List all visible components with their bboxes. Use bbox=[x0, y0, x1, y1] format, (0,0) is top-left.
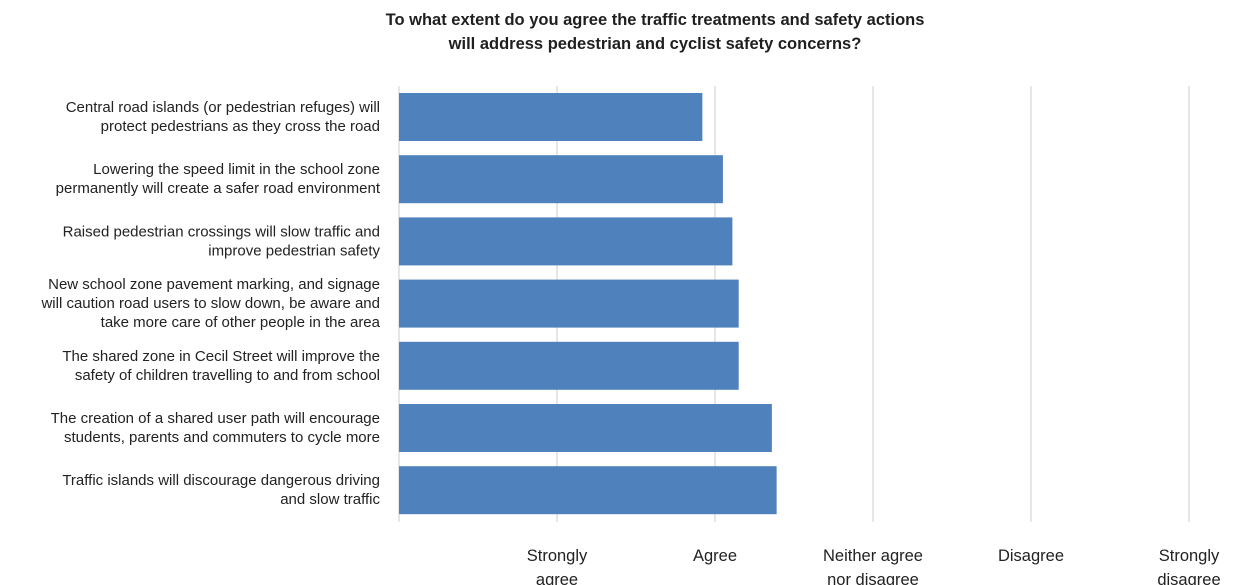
x-tick-label-line: Disagree bbox=[998, 547, 1064, 565]
category-label-line: Lowering the speed limit in the school z… bbox=[93, 161, 380, 178]
category-label-3: Raised pedestrian crossings will slow tr… bbox=[63, 223, 381, 259]
category-label-line: The shared zone in Cecil Street will imp… bbox=[62, 348, 380, 365]
category-label-6: The creation of a shared user path will … bbox=[51, 410, 380, 446]
category-label-line: students, parents and commuters to cycle… bbox=[64, 429, 380, 446]
bar-2 bbox=[399, 155, 723, 204]
category-label-line: New school zone pavement marking, and si… bbox=[48, 276, 380, 293]
x-tick-label-line: disagree bbox=[1157, 571, 1220, 585]
x-tick-label-line: Agree bbox=[693, 547, 737, 565]
category-label-line: improve pedestrian safety bbox=[208, 242, 380, 259]
category-label-5: The shared zone in Cecil Street will imp… bbox=[62, 348, 380, 384]
x-tick-label-3: Neither agree nor disagree bbox=[823, 547, 923, 585]
category-label-4: New school zone pavement marking, and si… bbox=[40, 276, 380, 331]
category-label-7: Traffic islands will discourage dangerou… bbox=[62, 472, 380, 508]
x-tick-label-line: Strongly bbox=[527, 547, 588, 565]
category-labels: Central road islands (or pedestrian refu… bbox=[40, 99, 380, 508]
x-tick-label-line: nor disagree bbox=[827, 571, 919, 585]
bar-6 bbox=[399, 404, 772, 452]
x-tick-labels: Strongly agree Agree Neither agree nor disag… bbox=[527, 547, 1221, 585]
bar-4 bbox=[399, 279, 739, 328]
bar-3 bbox=[399, 217, 733, 266]
x-tick-label-5: Strongly disagree bbox=[1157, 547, 1220, 585]
category-label-line: The creation of a shared user path will … bbox=[51, 410, 380, 427]
category-label-2: Lowering the speed limit in the school z… bbox=[56, 161, 381, 197]
x-tick-label-line: Neither agree bbox=[823, 547, 923, 565]
category-label-1: Central road islands (or pedestrian refu… bbox=[66, 99, 380, 135]
category-label-line: and slow traffic bbox=[280, 491, 380, 508]
chart-title: To what extent do you agree the traffic … bbox=[0, 8, 1240, 56]
x-tick-label-2: Agree bbox=[693, 547, 737, 565]
bar-7 bbox=[399, 466, 777, 515]
category-label-line: will caution road users to slow down, be… bbox=[40, 295, 380, 312]
bars bbox=[399, 93, 777, 515]
x-tick-label-line: agree bbox=[536, 571, 578, 585]
x-tick-label-4: Disagree bbox=[998, 547, 1064, 565]
bar-5 bbox=[399, 341, 739, 390]
category-label-line: permanently will create a safer road env… bbox=[56, 180, 381, 197]
chart-title-line-1: To what extent do you agree the traffic … bbox=[385, 11, 925, 29]
x-tick-label-line: Strongly bbox=[1159, 547, 1220, 565]
chart-title-line-2: will address pedestrian and cyclist safe… bbox=[448, 35, 862, 53]
x-tick-label-1: Strongly agree bbox=[527, 547, 588, 585]
category-label-line: Traffic islands will discourage dangerou… bbox=[62, 472, 380, 489]
category-label-line: Central road islands (or pedestrian refu… bbox=[66, 99, 380, 116]
category-label-line: protect pedestrians as they cross the ro… bbox=[101, 118, 380, 135]
category-label-line: safety of children travelling to and fro… bbox=[75, 367, 380, 384]
category-label-line: take more care of other people in the ar… bbox=[101, 314, 381, 331]
bar-1 bbox=[399, 93, 703, 141]
category-label-line: Raised pedestrian crossings will slow tr… bbox=[63, 223, 380, 240]
